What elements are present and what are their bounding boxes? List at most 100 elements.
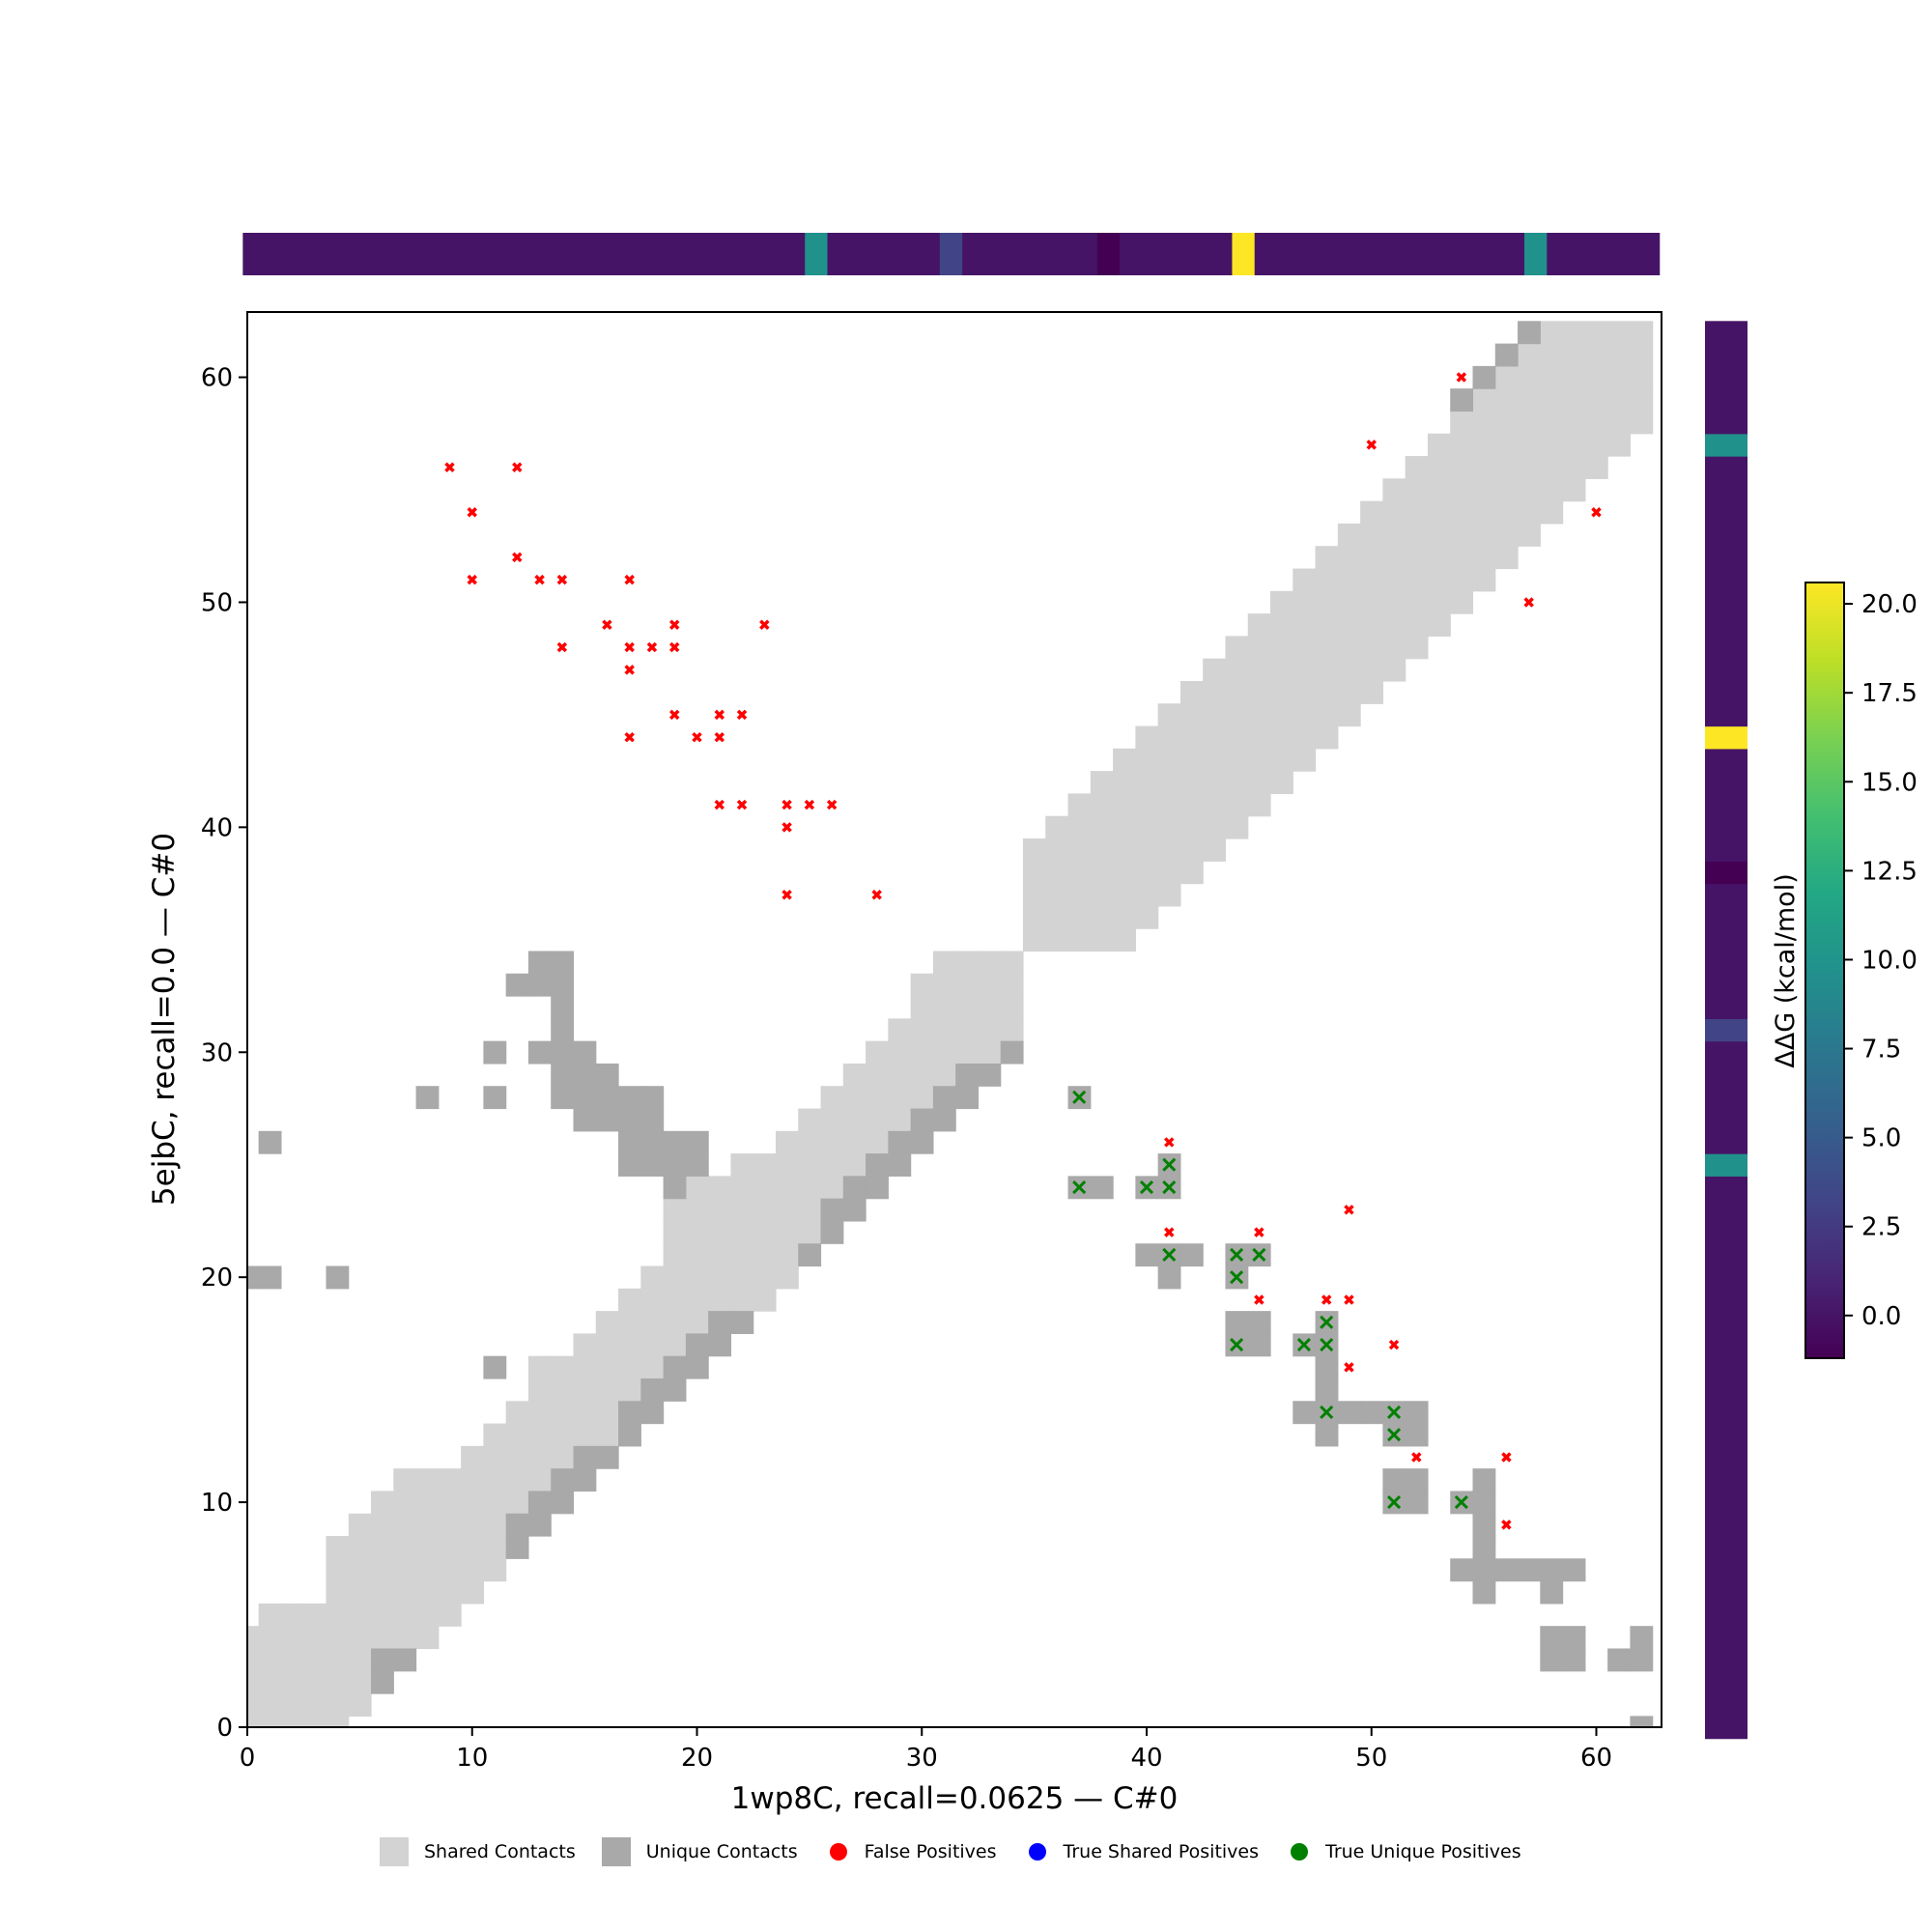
shared-contact-cell bbox=[393, 1536, 417, 1559]
shared-contact-cell bbox=[1405, 500, 1429, 525]
top-bar-cell bbox=[1411, 233, 1435, 275]
right-bar-cell bbox=[1705, 951, 1747, 975]
unique-contact-cell bbox=[618, 1401, 641, 1425]
shared-contacts-swatch bbox=[380, 1837, 409, 1866]
right-bar-cell bbox=[1705, 523, 1747, 547]
unique-contact-cell bbox=[483, 1355, 507, 1379]
shared-contact-cell bbox=[1113, 793, 1136, 817]
right-bar-cell bbox=[1705, 613, 1747, 637]
shared-contact-cell bbox=[247, 1693, 260, 1717]
top-bar-cell bbox=[1164, 233, 1188, 275]
shared-contact-cell bbox=[1540, 478, 1564, 502]
legend-label: Unique Contacts bbox=[645, 1841, 798, 1862]
shared-contact-cell bbox=[1472, 433, 1496, 457]
shared-contact-cell bbox=[573, 1401, 597, 1425]
shared-contact-cell bbox=[393, 1558, 417, 1582]
shared-contact-cell bbox=[551, 1355, 575, 1379]
y-tick-label: 50 bbox=[201, 588, 233, 617]
shared-contact-cell bbox=[1360, 500, 1383, 525]
y-axis-label: 5ejbC, recall=0.0 — C#0 bbox=[147, 833, 182, 1206]
shared-contact-cell bbox=[573, 1423, 597, 1447]
shared-contact-cell bbox=[685, 1220, 709, 1244]
shared-contact-cell bbox=[978, 973, 1002, 997]
y-tick-label: 60 bbox=[201, 364, 233, 393]
shared-contact-cell bbox=[708, 1220, 732, 1244]
shared-contact-cell bbox=[1518, 500, 1541, 525]
right-bar-cell bbox=[1705, 1086, 1747, 1110]
shared-contact-cell bbox=[685, 1288, 709, 1312]
shared-contact-cell bbox=[685, 1243, 709, 1267]
shared-contact-cell bbox=[1427, 523, 1451, 547]
unique-contact-cell bbox=[708, 1311, 732, 1335]
shared-contact-cell bbox=[1472, 500, 1496, 525]
true-unique-positive-marker bbox=[1162, 1179, 1177, 1195]
unique-contact-cell bbox=[505, 1513, 529, 1537]
shared-contact-cell bbox=[618, 1355, 641, 1379]
shared-contact-cell bbox=[1562, 411, 1586, 435]
shared-contact-cell bbox=[280, 1716, 304, 1727]
shared-contact-cell bbox=[1382, 658, 1406, 682]
top-bar-cell bbox=[1120, 233, 1143, 275]
shared-contact-cell bbox=[1360, 546, 1383, 570]
shared-contact-cell bbox=[247, 1626, 260, 1650]
shared-contact-cell bbox=[663, 1243, 687, 1267]
false-positive-marker bbox=[1591, 507, 1602, 518]
shared-contact-cell bbox=[1293, 568, 1317, 592]
false-positive-marker bbox=[736, 799, 748, 810]
unique-contact-cell bbox=[1450, 388, 1474, 412]
false-positive-marker bbox=[781, 822, 792, 833]
shared-contact-cell bbox=[527, 1423, 552, 1447]
colorbar-label: ΔΔG (kcal/mol) bbox=[1771, 873, 1801, 1067]
shared-contact-cell bbox=[438, 1536, 462, 1559]
shared-contact-cell bbox=[978, 1040, 1002, 1065]
false-positive-marker bbox=[714, 709, 725, 721]
false-positive-marker bbox=[624, 574, 635, 585]
shared-contact-cell bbox=[258, 1693, 282, 1717]
shared-contact-cell bbox=[1450, 568, 1474, 592]
shared-contact-cell bbox=[1179, 725, 1204, 750]
shared-contact-cell bbox=[1203, 658, 1227, 682]
top-bar-cell bbox=[1276, 233, 1300, 275]
right-bar-cell bbox=[1705, 1580, 1747, 1605]
shared-contact-cell bbox=[1270, 771, 1293, 795]
shared-contact-cell bbox=[1135, 815, 1159, 839]
unique-contact-cell bbox=[955, 1063, 980, 1087]
shared-contact-cell bbox=[1337, 523, 1361, 547]
false-positive-marker bbox=[714, 799, 725, 810]
top-bar-cell bbox=[737, 233, 761, 275]
shared-contact-cell bbox=[595, 1401, 619, 1425]
shared-contact-cell bbox=[1562, 343, 1586, 367]
unique-contact-cell bbox=[415, 1086, 440, 1110]
shared-contact-cell bbox=[505, 1401, 529, 1425]
unique-contact-cell bbox=[1472, 1580, 1496, 1605]
shared-contact-cell bbox=[1225, 658, 1249, 682]
shared-contact-cell bbox=[326, 1693, 350, 1717]
shared-contact-cell bbox=[1450, 546, 1474, 570]
unique-contact-cell bbox=[1518, 321, 1541, 345]
colorbar-tick-label: 0.0 bbox=[1861, 1302, 1901, 1331]
shared-contact-cell bbox=[1293, 703, 1317, 727]
shared-contact-cell bbox=[371, 1603, 394, 1627]
unique-contact-cell bbox=[730, 1311, 754, 1335]
unique-contact-cell bbox=[1337, 1401, 1361, 1425]
right-bar-cell bbox=[1705, 725, 1747, 750]
unique-contact-cell bbox=[595, 1086, 619, 1110]
unique-contact-cell bbox=[888, 1153, 912, 1177]
unique-contact-cell bbox=[371, 1670, 394, 1694]
x-axis-ticks: 0 10 20 30 40 50 60 bbox=[240, 1727, 1612, 1773]
unique-contact-cell bbox=[595, 1108, 619, 1132]
unique-contact-cell bbox=[1472, 1468, 1496, 1492]
top-bar-cell bbox=[1209, 233, 1234, 275]
shared-contact-cell bbox=[1225, 703, 1249, 727]
shared-contact-cell bbox=[1090, 815, 1114, 839]
top-bar-cell bbox=[872, 233, 895, 275]
top-bar-cell bbox=[1479, 233, 1503, 275]
shared-contact-cell bbox=[247, 1716, 260, 1727]
shared-contact-cell bbox=[910, 1018, 934, 1042]
shared-contact-cell bbox=[1427, 546, 1451, 570]
unique-contact-cell bbox=[1472, 1491, 1496, 1515]
right-bar-cell bbox=[1705, 1040, 1747, 1065]
shared-contact-cell bbox=[663, 1265, 687, 1290]
shared-contact-cell bbox=[1405, 613, 1429, 637]
false-positive-marker bbox=[1411, 1452, 1422, 1463]
